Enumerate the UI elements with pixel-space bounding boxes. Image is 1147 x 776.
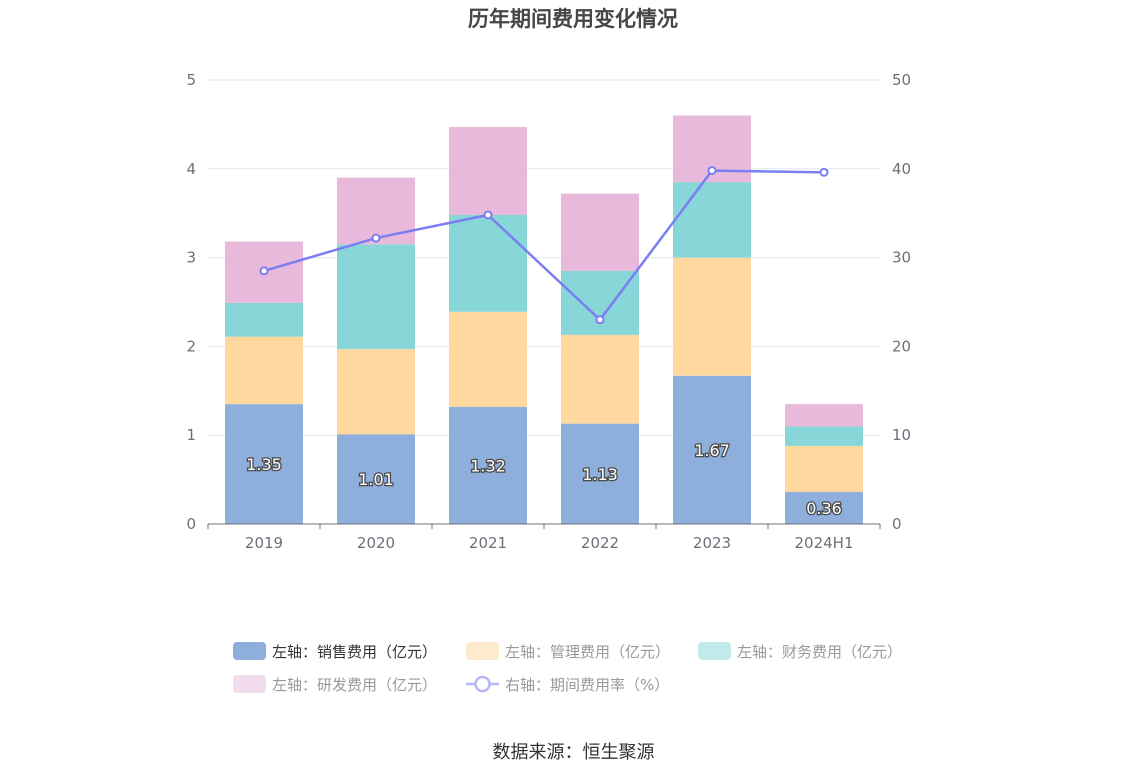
legend-label: 右轴：期间费用率（%） bbox=[505, 676, 669, 694]
bar-segment-0 bbox=[561, 423, 639, 524]
legend-label: 左轴：研发费用（亿元） bbox=[272, 676, 437, 694]
legend-swatch-icon bbox=[233, 642, 266, 660]
bar-value-label: 1.32 bbox=[470, 456, 506, 475]
legend-swatch-icon bbox=[698, 642, 731, 660]
bar-value-label: 1.67 bbox=[694, 441, 730, 460]
chart-title: 历年期间费用变化情况 bbox=[468, 7, 678, 31]
bar-segment-0 bbox=[225, 404, 303, 524]
left-axis: 0 1 2 3 4 5 bbox=[186, 71, 196, 533]
legend: 左轴：销售费用（亿元） 左轴：管理费用（亿元） 左轴：财务费用（亿元） 左轴：研发费用… bbox=[233, 642, 902, 694]
bar-segment-2 bbox=[673, 182, 751, 258]
legend-label: 左轴：销售费用（亿元） bbox=[272, 643, 437, 661]
bar-segment-0 bbox=[785, 492, 863, 524]
bar-segment-0 bbox=[673, 375, 751, 524]
x-tick-label: 2020 bbox=[357, 534, 395, 552]
left-tick-label: 5 bbox=[186, 71, 196, 89]
right-axis: 0 10 20 30 40 50 bbox=[892, 71, 911, 533]
right-tick-label: 10 bbox=[892, 426, 911, 444]
left-tick-label: 3 bbox=[186, 249, 196, 267]
x-tick-label: 2022 bbox=[581, 534, 619, 552]
bar-segment-3 bbox=[785, 404, 863, 427]
x-tick-label: 2019 bbox=[245, 534, 283, 552]
right-tick-label: 20 bbox=[892, 337, 911, 355]
rate-point bbox=[595, 315, 605, 325]
rate-point bbox=[819, 167, 829, 177]
legend-label: 左轴：财务费用（亿元） bbox=[737, 643, 902, 661]
bar-segment-2 bbox=[337, 244, 415, 350]
bar-segment-0 bbox=[337, 434, 415, 524]
bar-segment-2 bbox=[561, 270, 639, 335]
right-tick-label: 50 bbox=[892, 71, 911, 89]
bar-segment-1 bbox=[785, 445, 863, 493]
bar-value-label: 0.36 bbox=[806, 499, 842, 518]
bar-labels: 1.35 1.01 1.32 1.13 1.67 0.36 bbox=[245, 440, 843, 520]
rate-point bbox=[259, 266, 269, 276]
left-tick-label: 4 bbox=[186, 160, 196, 178]
bar-value-label: 1.01 bbox=[358, 470, 394, 489]
legend-marker-icon bbox=[474, 675, 491, 693]
bar-value-label: 1.13 bbox=[582, 465, 618, 484]
x-tick-label: 2024H1 bbox=[795, 534, 854, 552]
left-tick-label: 1 bbox=[186, 426, 196, 444]
legend-swatch-icon bbox=[233, 675, 266, 693]
right-tick-label: 30 bbox=[892, 249, 911, 267]
bar-segment-0 bbox=[449, 406, 527, 524]
bar-segment-2 bbox=[785, 426, 863, 446]
x-tick-label: 2023 bbox=[693, 534, 731, 552]
bar-segment-1 bbox=[561, 334, 639, 424]
grid bbox=[208, 79, 880, 436]
bars bbox=[225, 115, 863, 524]
rate-line bbox=[259, 166, 829, 325]
x-tick-label: 2021 bbox=[469, 534, 507, 552]
legend-label: 左轴：管理费用（亿元） bbox=[505, 643, 670, 661]
rate-point bbox=[371, 233, 381, 243]
right-tick-label: 0 bbox=[892, 515, 902, 533]
data-source: 数据来源：恒生聚源 bbox=[492, 742, 655, 763]
bar-value-label: 1.35 bbox=[246, 455, 282, 474]
bar-segment-1 bbox=[673, 257, 751, 376]
x-axis: 2019 2020 2021 2022 2023 2024H1 bbox=[207, 523, 881, 552]
bar-segment-1 bbox=[225, 336, 303, 405]
rate-point bbox=[707, 166, 717, 176]
bar-segment-3 bbox=[449, 127, 527, 215]
bar-segment-2 bbox=[449, 214, 527, 312]
bar-segment-1 bbox=[337, 349, 415, 435]
rate-point bbox=[483, 210, 493, 220]
bar-segment-2 bbox=[225, 302, 303, 337]
bar-segment-1 bbox=[449, 311, 527, 407]
right-tick-label: 40 bbox=[892, 160, 911, 178]
rate-line-path bbox=[263, 169, 825, 322]
legend-swatch-icon bbox=[466, 642, 499, 660]
left-tick-label: 0 bbox=[186, 515, 196, 533]
left-tick-label: 2 bbox=[186, 337, 196, 355]
bar-segment-3 bbox=[561, 193, 639, 271]
